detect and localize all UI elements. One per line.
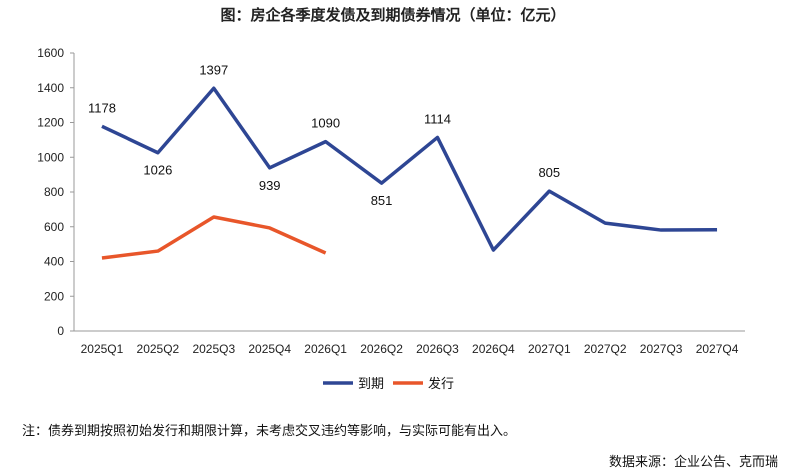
y-tick-label: 200 xyxy=(44,289,64,303)
series-line-发行 xyxy=(101,215,327,260)
data-label: 1114 xyxy=(424,111,451,126)
legend-label: 到期 xyxy=(358,377,384,392)
x-tick-label: 2026Q3 xyxy=(416,342,459,356)
x-tick-label: 2026Q1 xyxy=(304,342,347,356)
y-tick-label: 600 xyxy=(44,220,64,234)
data-label: 939 xyxy=(259,178,281,193)
line-chart: 0 200 400 600 800 1000 1200 1400 1600 2025Q1 2025Q… xyxy=(37,46,745,392)
y-tick-label: 1400 xyxy=(37,81,64,95)
x-tick-label: 2025Q1 xyxy=(81,342,124,356)
x-tick-label: 2026Q4 xyxy=(472,342,515,356)
chart-title: 图：房企各季度发债及到期债券情况（单位：亿元） xyxy=(220,6,566,24)
data-label: 851 xyxy=(371,193,393,208)
data-label: 1178 xyxy=(88,100,116,115)
y-tick-label: 1000 xyxy=(37,150,64,164)
x-tick-label: 2027Q3 xyxy=(640,342,683,356)
footnote: 注：债券到期按照初始发行和期限计算，未考虑交叉违约等影响，与实际可能有出入。 xyxy=(22,424,517,439)
x-tick-label: 2025Q3 xyxy=(192,342,235,356)
series-line-到期 xyxy=(101,86,718,252)
data-label: 1026 xyxy=(143,163,172,178)
y-tick-label: 400 xyxy=(44,255,64,269)
data-label: 1090 xyxy=(311,116,340,131)
legend-label: 发行 xyxy=(428,376,454,392)
y-tick-label: 1600 xyxy=(37,46,64,60)
data-source: 数据来源：企业公告、克而瑞 xyxy=(608,455,778,470)
x-tick-label: 2027Q1 xyxy=(528,342,571,356)
x-tick-label: 2025Q2 xyxy=(137,342,180,356)
data-label: 1397 xyxy=(199,62,228,77)
x-tick-label: 2027Q4 xyxy=(696,342,739,356)
data-label: 805 xyxy=(538,165,560,180)
y-tick-label: 0 xyxy=(57,324,64,338)
x-tick-label: 2027Q2 xyxy=(584,342,627,356)
y-tick-label: 1200 xyxy=(37,116,64,130)
x-tick-label: 2026Q2 xyxy=(360,342,403,356)
x-tick-label: 2025Q4 xyxy=(248,342,291,356)
y-tick-label: 800 xyxy=(44,185,64,199)
